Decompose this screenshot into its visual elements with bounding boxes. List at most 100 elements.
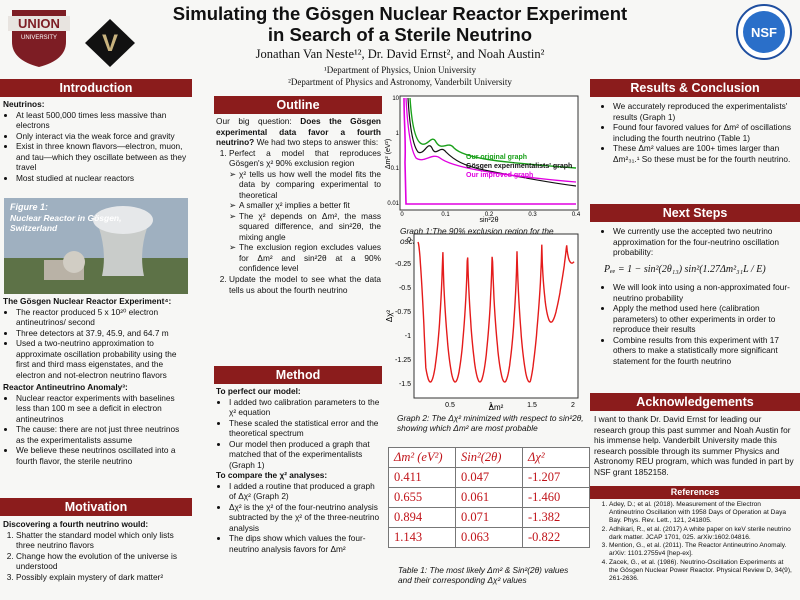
table-cell: Δχ² <box>522 447 590 468</box>
axis-label: Δm² (eV²) <box>385 139 392 169</box>
list-item: The exclusion region excludes values for… <box>239 242 381 274</box>
subheading: The Gösgen Nuclear Reactor Experiment⁴: <box>3 296 172 306</box>
results: We accurately reproduced the experimenta… <box>600 101 792 164</box>
graph-2: Δχ² Δm² 0 -0.25 -0.5 -0.75 -1 -1.25 -1.5 0.5 1 1.… <box>385 233 579 412</box>
table-row: Δm² (eV²) Sin²(2θ) Δχ² <box>388 447 590 468</box>
table-cell: -1.382 <box>522 507 590 528</box>
list-item: Only interact via the weak force and gra… <box>16 131 189 142</box>
section-heading: References <box>590 486 800 499</box>
logo-globe <box>743 11 785 53</box>
list-item: Possibly explain mystery of dark matter² <box>16 572 189 583</box>
plot-frame <box>399 95 579 211</box>
y-tick-label: -1.25 <box>395 357 411 364</box>
text: Perfect a model that reproduces Gösgen's… <box>229 147 381 169</box>
list-item: Shatter the standard model which only li… <box>16 530 189 551</box>
bullet-list: Nuclear reactor experiments with baselin… <box>3 393 189 467</box>
list-item: Zacek, G., et al. (1986). Neutrino-Oscil… <box>609 559 794 584</box>
list-item: Apply the method used here (calibration … <box>613 303 792 335</box>
list-item: A smaller χ² implies a better fit <box>239 200 381 211</box>
list-item: We will look into using a non-approximat… <box>613 282 792 303</box>
curve-improved <box>405 97 577 183</box>
graph-1: Δm² (eV²) sin²2θ Our original graph Gösge… <box>385 95 581 224</box>
list-item: Combine results from this experiment wit… <box>613 335 792 367</box>
dome <box>63 251 85 273</box>
label: Neutrinos: <box>3 99 45 109</box>
section-heading: Acknowledgements <box>590 393 800 411</box>
cooling-tower <box>99 228 147 276</box>
y-tick-label: 10 <box>392 96 399 102</box>
x-tick-label: 0.4 <box>572 212 581 218</box>
list-item: Adhikari, R., et al. (2017) A white pape… <box>609 526 794 542</box>
motivation: Discovering a fourth neutrino would: Sha… <box>3 519 189 582</box>
label: Discovering a fourth neutrino would: <box>3 519 149 529</box>
legend-entry: Gösgen experimentalists' graph <box>466 163 572 170</box>
logo-diamond <box>85 19 135 67</box>
table-cell: Δm² (eV²) <box>388 447 456 468</box>
list-item: Three detectors at 37.9, 45.9, and 64.7 … <box>16 328 189 339</box>
list-item: χ² tells us how well the model fits the … <box>239 169 381 201</box>
logo-subtext: UNIVERSITY <box>21 35 57 41</box>
affiliation: ¹Department of Physics, Union University <box>324 65 476 75</box>
gosgen-section: The Gösgen Nuclear Reactor Experiment⁴: … <box>3 296 189 467</box>
x-tick-label: 2 <box>571 402 575 409</box>
legend-entry: Our improved graph <box>466 172 533 179</box>
list-item: Our model then produced a graph that mat… <box>229 439 381 471</box>
label: To compare the χ² analyses: <box>216 470 328 481</box>
bullet-list: We accurately reproduced the experimenta… <box>600 101 792 164</box>
question: Our big question: Does the Gösgen experi… <box>216 116 381 148</box>
list-item: We accurately reproduced the experimenta… <box>613 101 792 122</box>
list-item: I added a routine that produced a graph … <box>229 481 381 502</box>
list-item: Mention, G., et al. (2011). The Reactor … <box>609 542 794 558</box>
axis-label: Δm² <box>489 403 504 412</box>
ground <box>4 258 188 294</box>
axis-label: Δχ² <box>385 310 394 323</box>
label: To perfect our model: <box>216 386 301 396</box>
table-caption: Table 1: The most likely Δm² & Sin²(2θ) … <box>398 565 569 586</box>
table-cell: -0.822 <box>522 527 590 548</box>
list-item: Δχ² is the χ² of the four-neutrino analy… <box>229 502 381 534</box>
acknowledgements: I want to thank Dr. David Ernst for lead… <box>594 414 794 477</box>
x-tick-label: 0.5 <box>445 402 455 409</box>
union-logo: UNION UNIVERSITY <box>8 10 70 67</box>
y-tick-label: -0.75 <box>395 309 411 316</box>
list-item: At least 500,000 times less massive than… <box>16 110 189 131</box>
affiliations: ¹Department of Physics, Union University… <box>150 64 650 88</box>
references: Adey, D.; et al. (2018). Measurement of … <box>596 501 794 583</box>
nsf-logo: NSF <box>736 4 792 60</box>
list-item: Found four favored values for Δm² of osc… <box>613 122 792 143</box>
steam <box>93 206 153 234</box>
plot-frame <box>413 233 579 399</box>
section-heading: Introduction <box>0 79 192 97</box>
section-heading: Method <box>214 366 382 384</box>
list-item: The χ² depends on Δm², the mass squared … <box>239 211 381 243</box>
section-heading: Motivation <box>0 498 192 516</box>
numbered-list: Perfect a model that reproduces Gösgen's… <box>216 148 381 295</box>
table-cell: 1.143 <box>388 527 456 548</box>
x-tick-label: 1.5 <box>527 402 537 409</box>
question-bold: Does the Gösgen experimental data favor … <box>216 116 382 148</box>
formula: Pₑₑ = 1 − sin²(2θ₁₃) sin²(1.27Δm²₃₁L / E… <box>604 263 766 275</box>
table-cell: 0.411 <box>388 467 456 488</box>
text: Our big question: <box>216 116 301 126</box>
header: UNION UNIVERSITY V NSF Simulating the Gö… <box>0 0 800 87</box>
y-tick-label: -1.5 <box>399 381 411 388</box>
table-cell: Sin²(2θ) <box>455 447 523 468</box>
bullet-list: I added two calibration parameters to th… <box>216 397 381 471</box>
logo-text: UNION <box>18 16 60 31</box>
list-item: The cause: there are not just three neut… <box>16 424 189 445</box>
x-tick-label: 1 <box>489 402 493 409</box>
y-tick-label: -0.25 <box>395 261 411 268</box>
title-line: in Search of a Sterile Neutrino <box>267 24 533 45</box>
table-cell: -1.460 <box>522 487 590 508</box>
curve-original <box>409 97 577 169</box>
authors: Jonathan Van Neste¹², Dr. David Ernst², … <box>255 47 545 61</box>
table-cell: 0.047 <box>455 467 523 488</box>
logo-ribbon <box>8 16 70 31</box>
numbered-list: Shatter the standard model which only li… <box>3 530 189 583</box>
list-item: Most studied at nuclear reactors <box>16 173 189 184</box>
y-tick-label: 0.01 <box>387 201 399 207</box>
section-heading: Results & Conclusion <box>590 79 800 97</box>
y-tick-label: 0 <box>407 237 411 244</box>
list-item: Used a two-neutrino approximation to app… <box>16 338 189 380</box>
figure-label: Figure 1: <box>10 202 48 212</box>
